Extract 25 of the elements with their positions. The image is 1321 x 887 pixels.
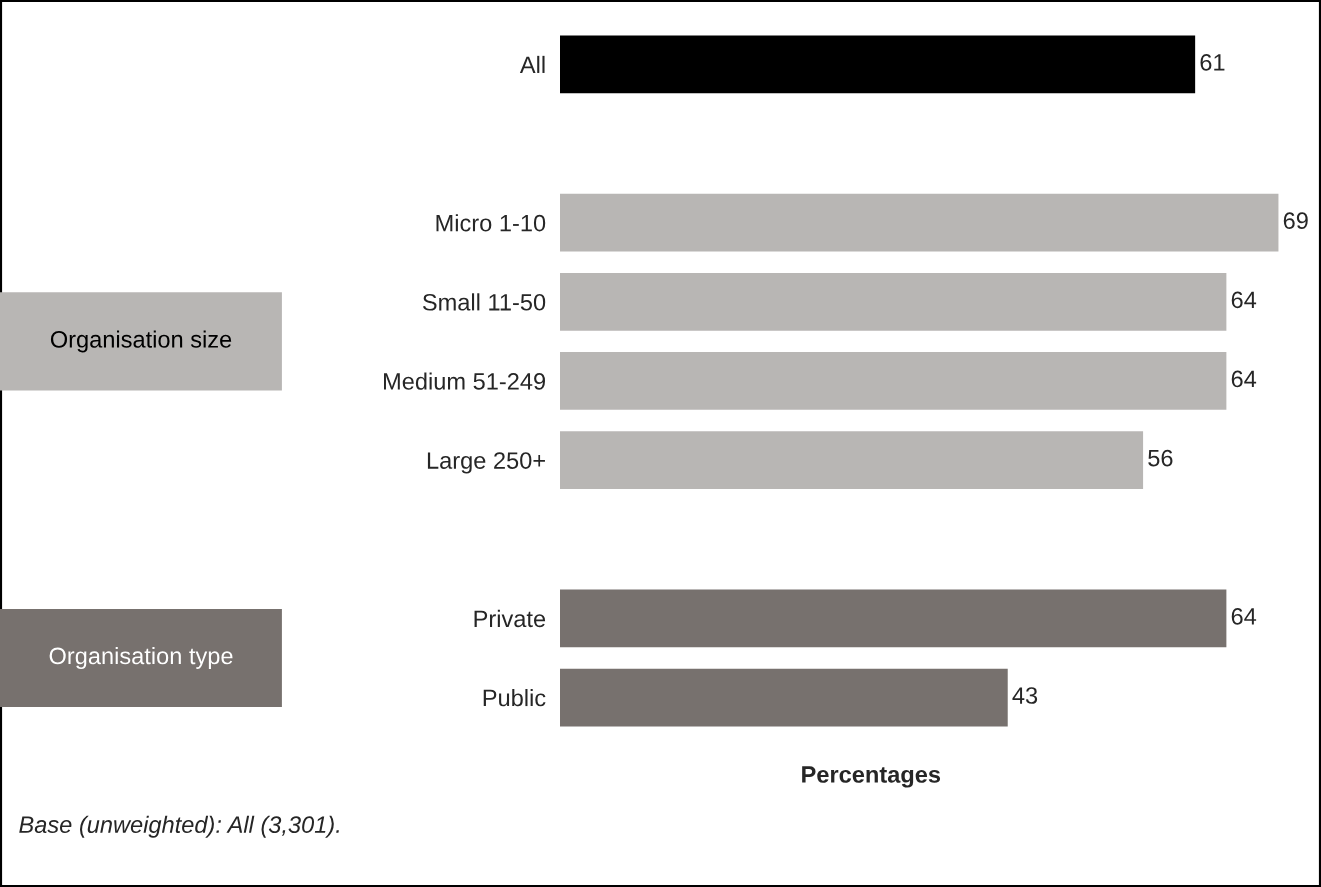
data-label: 64 [1231, 608, 1257, 625]
bar [560, 272, 1227, 331]
y-tick-label: Small 11-50 [422, 293, 546, 311]
text: Organisation type [49, 646, 233, 669]
data-label: 69 [1283, 212, 1308, 230]
y-tick-label: All [519, 55, 545, 73]
bar [560, 35, 1196, 94]
text: Organisation size [50, 330, 232, 353]
y-tick-label: Large 250+ [427, 452, 545, 474]
data-label: 64 [1231, 370, 1257, 388]
text: Base (unweighted): All (3,301). [19, 815, 339, 838]
data-label: 64 [1231, 291, 1257, 309]
data-label: 43 [1012, 687, 1038, 704]
bar [560, 431, 1144, 489]
x-axis-title: Percentages [802, 766, 941, 788]
bar [560, 193, 1279, 252]
y-tick-label: Private [474, 609, 546, 628]
bar [560, 589, 1227, 648]
data-label: 56 [1148, 449, 1173, 467]
y-tick-label: Public [483, 688, 546, 707]
y-tick-label: Micro 1-10 [436, 214, 546, 232]
y-tick-label: Medium 51-249 [384, 372, 546, 390]
bar [560, 668, 1008, 727]
data-label: 61 [1200, 54, 1225, 71]
bar [560, 352, 1227, 410]
